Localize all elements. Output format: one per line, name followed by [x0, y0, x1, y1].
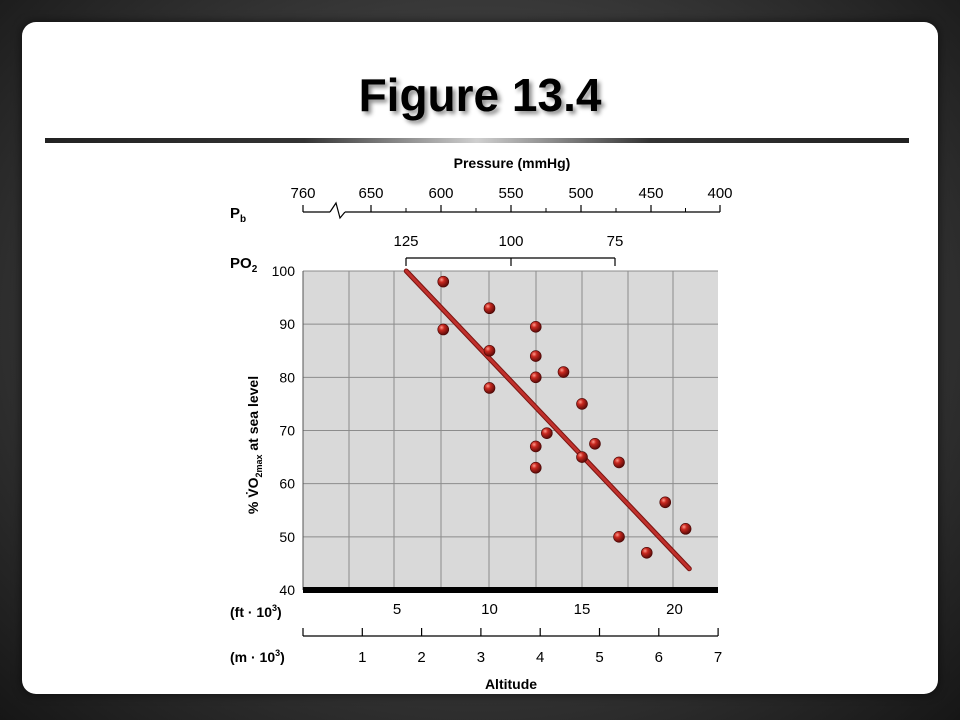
pb-tick-label: 400 — [707, 185, 732, 202]
pb-tick-label: 500 — [568, 185, 593, 202]
data-point — [483, 302, 496, 315]
title-rule — [45, 138, 909, 143]
y-tick-label: 80 — [279, 369, 295, 385]
ft-tick-label: 5 — [393, 601, 401, 618]
data-point — [613, 456, 625, 469]
pb-tick-label: 450 — [638, 185, 663, 202]
pb-axis: 760 650 600 550 500 450 400 — [290, 185, 733, 220]
m-tick-label: 3 — [477, 649, 485, 666]
data-point — [529, 461, 542, 474]
ft-tick-label: 10 — [481, 601, 498, 618]
po2-tick-label: 100 — [498, 233, 523, 250]
data-point — [557, 366, 570, 378]
pb-tick-label: 650 — [358, 185, 383, 202]
m-tick-label: 4 — [536, 649, 544, 666]
data-point — [483, 344, 496, 357]
data-point — [437, 323, 450, 336]
data-point — [659, 496, 672, 509]
x-axis-label: Altitude — [485, 676, 537, 692]
data-point — [437, 275, 450, 288]
y-tick-label: 70 — [279, 423, 295, 439]
data-point — [576, 398, 588, 410]
pressure-axis-title: Pressure (mmHg) — [454, 155, 571, 171]
m-tick-label: 1 — [358, 649, 366, 666]
pb-axis-label: Pb — [230, 205, 246, 225]
ft-axis-label: (ft · 103) — [230, 603, 282, 620]
data-point — [589, 437, 601, 450]
plot-area: 100 90 80 70 60 50 40 — [272, 263, 718, 598]
data-point — [529, 350, 542, 362]
y-tick-label: 40 — [279, 582, 295, 598]
m-axis-label: (m · 103) — [230, 648, 285, 665]
y-tick-label: 50 — [279, 529, 295, 545]
data-point — [483, 382, 496, 394]
ft-axis: 5 10 15 20 — [393, 601, 683, 618]
data-point — [541, 427, 553, 439]
ft-tick-label: 15 — [574, 601, 591, 618]
data-point — [529, 321, 542, 333]
pb-axis-break — [329, 201, 346, 220]
slide-title: Figure 13.4 — [358, 69, 602, 121]
data-point — [613, 531, 625, 543]
data-point — [576, 451, 588, 463]
y-tick-label: 60 — [279, 476, 295, 492]
data-point — [529, 440, 542, 453]
m-tick-label: 7 — [714, 649, 722, 666]
m-tick-label: 5 — [595, 649, 603, 666]
m-tick-label: 2 — [417, 649, 425, 666]
trend-line — [404, 269, 691, 571]
m-tick-label: 6 — [655, 649, 663, 666]
po2-axis-label: PO2 — [230, 255, 258, 275]
data-point — [529, 371, 542, 384]
data-point — [679, 523, 692, 535]
baseline-bar — [303, 587, 718, 593]
po2-tick-label: 125 — [393, 233, 418, 250]
pb-tick-label: 550 — [498, 185, 523, 202]
y-tick-label: 90 — [279, 316, 295, 332]
pb-tick-label: 760 — [290, 185, 315, 202]
po2-tick-label: 75 — [607, 233, 624, 250]
m-axis: 1 2 3 4 5 6 7 — [302, 628, 722, 666]
y-axis-label: % V̇O2max at sea level — [245, 376, 264, 514]
pb-tick-label: 600 — [428, 185, 453, 202]
y-tick-label: 100 — [272, 263, 296, 279]
po2-axis: 125 100 75 — [393, 233, 623, 266]
data-point — [640, 546, 653, 559]
ft-tick-label: 20 — [666, 601, 683, 618]
